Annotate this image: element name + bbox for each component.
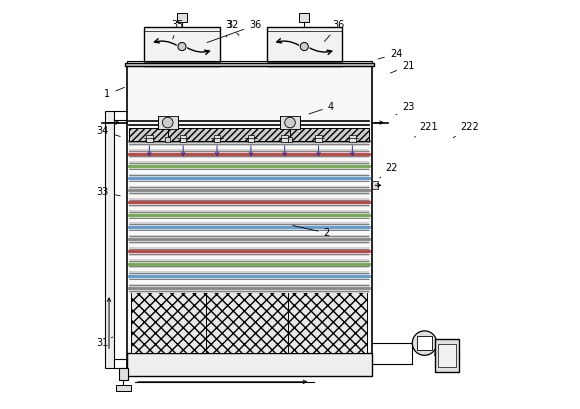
Bar <box>127 61 372 66</box>
Circle shape <box>162 117 173 128</box>
Bar <box>280 117 300 129</box>
Text: 32: 32 <box>226 20 239 37</box>
Text: 23: 23 <box>396 102 414 115</box>
Bar <box>127 353 372 376</box>
Bar <box>144 27 220 66</box>
Bar <box>180 135 186 142</box>
Bar <box>129 259 369 268</box>
Text: 2: 2 <box>293 225 330 238</box>
Text: 36: 36 <box>324 20 345 41</box>
Bar <box>129 271 369 280</box>
Text: 4: 4 <box>309 102 334 114</box>
Bar <box>214 135 220 142</box>
Bar <box>438 344 456 367</box>
Text: 21: 21 <box>390 61 414 73</box>
Text: 22: 22 <box>380 163 398 178</box>
Bar <box>349 135 356 142</box>
Bar <box>129 247 369 256</box>
Bar <box>129 149 369 158</box>
Bar <box>104 111 114 368</box>
Bar <box>127 66 372 376</box>
Bar <box>434 339 459 372</box>
Bar <box>115 385 131 391</box>
Text: 33: 33 <box>96 187 120 197</box>
Bar <box>129 210 369 219</box>
Bar <box>417 336 432 351</box>
Text: 24: 24 <box>378 49 402 59</box>
Bar <box>129 173 369 182</box>
Circle shape <box>412 331 437 355</box>
Bar <box>129 137 369 146</box>
Bar <box>129 128 369 142</box>
Text: 36: 36 <box>207 20 262 43</box>
Bar <box>129 235 369 244</box>
Bar <box>165 137 170 142</box>
Circle shape <box>300 43 309 51</box>
Bar <box>267 27 342 66</box>
Bar <box>129 222 369 231</box>
Circle shape <box>285 117 295 128</box>
Bar <box>146 135 153 142</box>
Bar <box>177 13 187 22</box>
Bar <box>281 135 288 142</box>
Text: 35: 35 <box>172 20 184 39</box>
Bar <box>372 181 378 189</box>
Bar <box>248 135 254 142</box>
Bar <box>129 186 369 195</box>
Bar <box>158 117 178 129</box>
Text: 1: 1 <box>104 88 124 99</box>
Bar <box>299 13 309 22</box>
Text: 34: 34 <box>96 126 120 137</box>
Text: 221: 221 <box>414 122 438 137</box>
Bar <box>125 63 374 66</box>
Circle shape <box>178 43 186 51</box>
Text: 31: 31 <box>96 337 113 348</box>
Bar <box>131 290 368 353</box>
Text: 3: 3 <box>226 20 239 36</box>
Text: 222: 222 <box>454 122 478 138</box>
Bar <box>129 283 369 292</box>
Bar <box>288 137 292 142</box>
Bar <box>119 368 128 380</box>
Bar <box>129 161 369 170</box>
Bar <box>129 198 369 207</box>
Bar <box>316 135 322 142</box>
